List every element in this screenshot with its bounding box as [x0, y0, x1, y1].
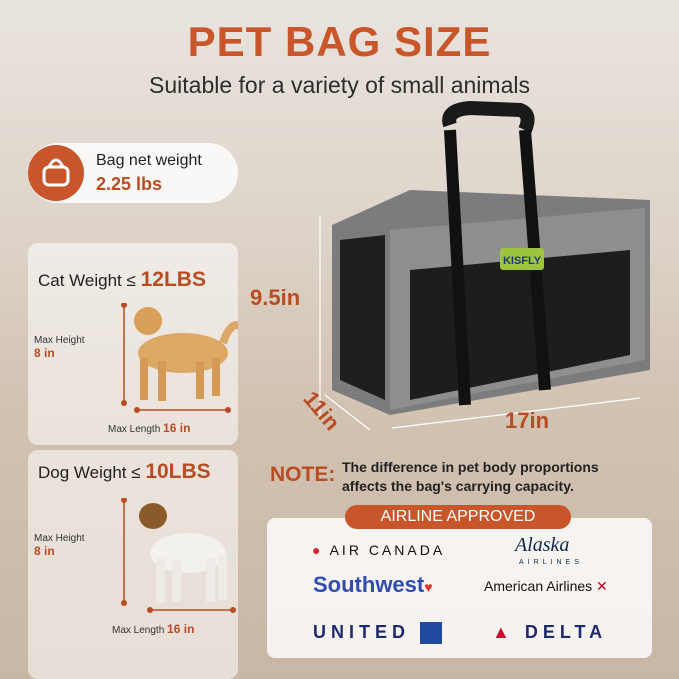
- pet-carrier-bag-image: KISFLY: [319, 100, 650, 431]
- cat-card: Cat Weight ≤ 12LBS Max Height 8 in Max Le…: [28, 243, 238, 445]
- svg-text:KISFLY: KISFLY: [503, 255, 542, 267]
- airline-approved-badge: AIRLINE APPROVED: [345, 505, 571, 529]
- dog-weight: Dog Weight ≤ 10LBS: [38, 460, 211, 483]
- dog-max-length: Max Length 16 in: [112, 622, 195, 636]
- note-text: The difference in pet body proportions af…: [342, 459, 599, 494]
- delta-logo: ▲ DELTA: [492, 622, 608, 642]
- airline-logos-box: ● AIR CANADA Alaska AIRLINES Southwest♥ …: [267, 518, 652, 658]
- dog-image: [121, 498, 236, 613]
- bag-length-dimension: 17in: [505, 408, 550, 433]
- alaska-airlines-text: AIRLINES: [519, 559, 583, 566]
- air-canada-logo: ● AIR CANADA: [312, 542, 446, 558]
- american-airlines-logo: American Airlines ✕: [484, 578, 608, 594]
- cat-image: [121, 303, 238, 413]
- southwest-logo: Southwest♥: [313, 572, 433, 597]
- bag-height-dimension: 9.5in: [250, 285, 301, 310]
- cat-max-height: Max Height 8 in: [34, 335, 85, 360]
- page-subtitle: Suitable for a variety of small animals: [149, 72, 530, 98]
- united-logo: UNITED: [313, 622, 443, 645]
- alaska-logo: Alaska: [515, 534, 570, 556]
- note-label: NOTE:: [270, 463, 336, 486]
- dog-max-height: Max Height 8 in: [34, 533, 85, 558]
- page-title: PET BAG SIZE: [187, 18, 492, 65]
- bag-weight-badge: Bag net weight 2.25 lbs: [28, 143, 238, 203]
- cat-weight: Cat Weight ≤ 12LBS: [38, 268, 206, 291]
- bag-weight-label: Bag net weight: [96, 152, 202, 169]
- bag-weight-value: 2.25 lbs: [96, 174, 163, 194]
- cat-max-length: Max Length 16 in: [108, 421, 191, 435]
- brand-label: [500, 248, 544, 270]
- dog-card: Dog Weight ≤ 10LBS Max Height 8 in Max Le…: [28, 450, 238, 679]
- bag-icon: [28, 145, 84, 201]
